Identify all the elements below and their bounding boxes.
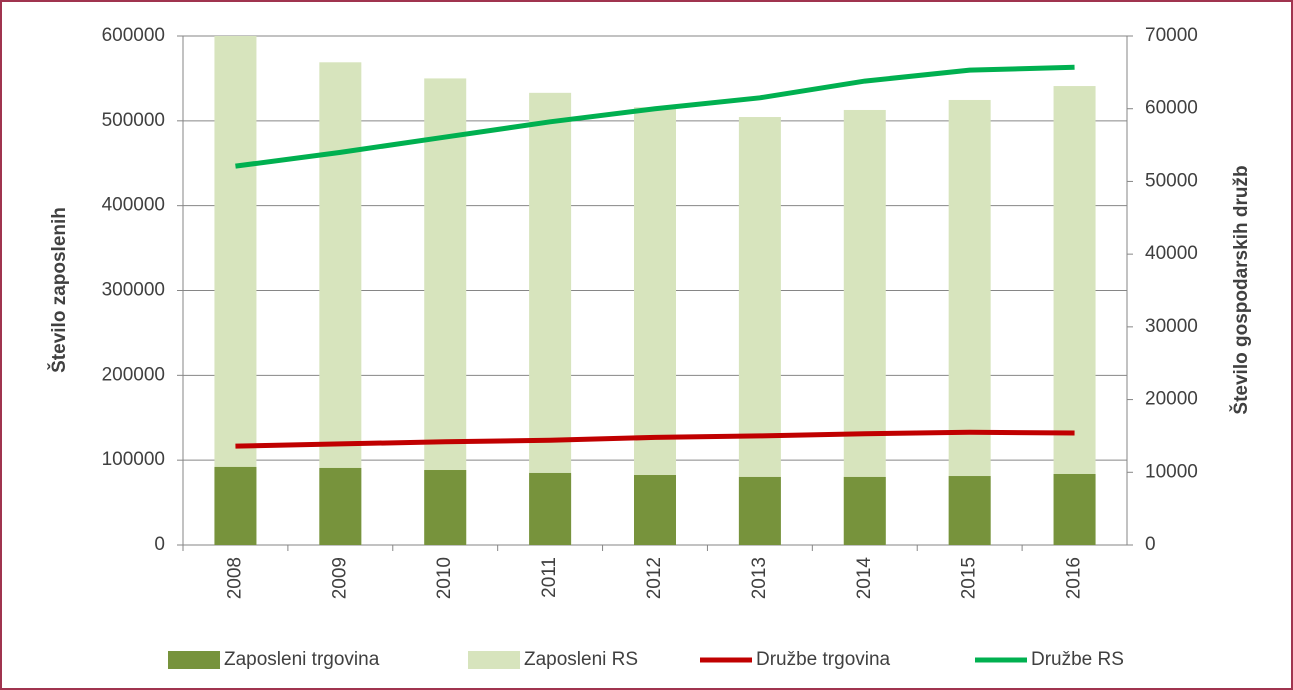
legend-label: Družbe RS: [1031, 649, 1124, 670]
x-tick-label: 2016: [1064, 557, 1085, 599]
bar: [738, 476, 781, 545]
x-tick-label: 2009: [329, 557, 350, 599]
y-axis-title: Število zaposlenih: [48, 207, 70, 373]
bar: [1053, 86, 1096, 545]
bar: [948, 476, 991, 545]
y-tick-label: 200000: [102, 364, 165, 385]
y2-tick-label: 70000: [1145, 25, 1198, 46]
y2-tick-label: 10000: [1145, 461, 1198, 482]
y2-tick-label: 0: [1145, 534, 1156, 555]
bar: [948, 99, 991, 546]
line: [235, 429, 1075, 449]
bar: [634, 475, 676, 545]
x-tick-label: 2013: [749, 557, 770, 599]
bar: [634, 107, 676, 545]
legend-swatch: [468, 651, 520, 669]
x-tick-label: 2014: [854, 557, 875, 600]
y2-tick-label: 50000: [1145, 170, 1198, 191]
bar: [319, 467, 362, 545]
bar: [843, 109, 886, 545]
bar: [738, 117, 781, 545]
y-tick-label: 600000: [102, 25, 165, 46]
x-tick-label: 2011: [539, 557, 560, 598]
bar: [529, 92, 572, 546]
y-tick-label: 100000: [102, 449, 165, 470]
line: [235, 64, 1075, 169]
bar: [214, 36, 257, 545]
x-tick-label: 2012: [644, 557, 665, 599]
bar: [214, 466, 257, 545]
legend-swatch: [168, 651, 220, 669]
y2-tick-label: 30000: [1145, 316, 1198, 337]
legend-label: Zaposleni RS: [524, 649, 638, 670]
y2-axis-title: Število gospodarskih družb: [1230, 165, 1252, 414]
legend-label: Zaposleni trgovina: [224, 649, 380, 670]
legend-label: Družbe trgovina: [756, 649, 891, 670]
y-tick-label: 400000: [102, 195, 165, 216]
bar: [424, 470, 467, 545]
bar: [843, 476, 886, 545]
y2-tick-label: 40000: [1145, 243, 1198, 264]
y-tick-label: 500000: [102, 110, 165, 131]
bar: [529, 472, 572, 545]
bar: [319, 62, 362, 545]
y-tick-label: 300000: [102, 280, 165, 301]
bar: [1053, 473, 1096, 545]
y2-tick-label: 20000: [1145, 389, 1198, 410]
bar: [424, 78, 467, 546]
x-tick-label: 2008: [224, 557, 245, 599]
y2-tick-label: 60000: [1145, 98, 1198, 119]
y-tick-label: 0: [154, 534, 165, 555]
x-tick-label: 2015: [959, 557, 980, 599]
x-tick-label: 2010: [434, 557, 455, 599]
